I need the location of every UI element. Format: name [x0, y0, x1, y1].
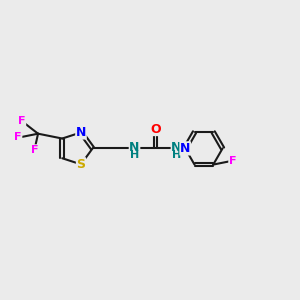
Text: N: N — [180, 142, 190, 155]
Text: F: F — [31, 145, 39, 155]
Text: F: F — [14, 132, 22, 142]
Text: N: N — [129, 141, 140, 154]
Text: H: H — [172, 151, 181, 160]
Text: F: F — [229, 156, 236, 167]
Text: N: N — [171, 141, 182, 154]
Text: S: S — [76, 158, 85, 171]
Text: F: F — [18, 116, 26, 126]
Text: O: O — [150, 122, 161, 136]
Text: N: N — [76, 126, 86, 139]
Text: H: H — [130, 151, 139, 160]
